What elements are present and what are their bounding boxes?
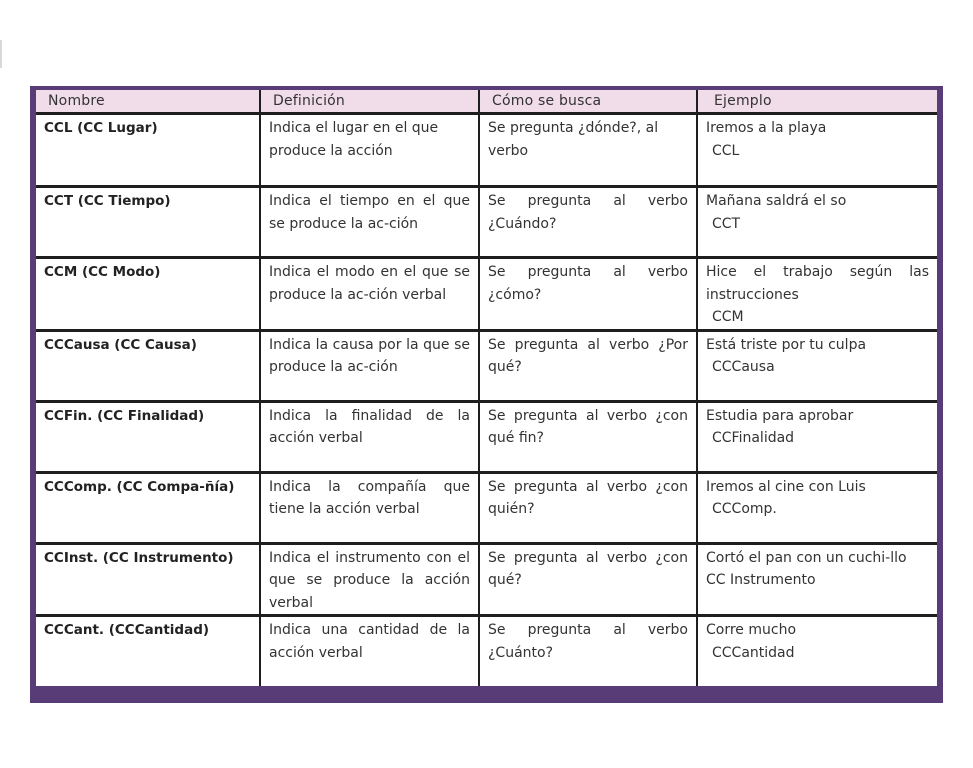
- cell-definicion: Indica la causa por la que se produce la…: [259, 328, 479, 401]
- table-row: CCM (CC Modo) Indica el modo en el que s…: [36, 256, 937, 330]
- ejemplo-tag: CCComp.: [712, 501, 777, 517]
- ejemplo-tag: CCT: [712, 215, 741, 232]
- table-row: CCL (CC Lugar) Indica el lugar en el que…: [36, 113, 937, 187]
- ejemplo-text: Iremos a la playa: [706, 120, 827, 136]
- cell-ejemplo: Iremos a la playa CCL: [696, 113, 937, 187]
- ejemplo-text: Estudia para aprobar: [706, 407, 854, 424]
- cell-ejemplo: Estudia para aprobar CCFinalidad: [696, 399, 937, 472]
- cell-definicion: Indica el lugar en el que produce la acc…: [259, 113, 479, 187]
- cell-ejemplo: Hice el trabajo según las instrucciones C…: [696, 256, 937, 330]
- cell-ejemplo: Está triste por tu culpa CCCausa: [696, 328, 937, 401]
- ejemplo-tag: CCM: [712, 309, 744, 325]
- header-nombre: Nombre: [36, 90, 260, 115]
- header-row: Nombre Definición Cómo se busca Ejemplo: [36, 90, 937, 115]
- header-definicion: Definición: [259, 90, 479, 115]
- table-row: CCComp. (CC Compa-ñía) Indica la compañí…: [36, 470, 937, 543]
- ejemplo-text: Hice el trabajo según las instrucciones: [706, 264, 929, 303]
- ejemplo-tag: CC Instrumento: [706, 572, 816, 588]
- cell-ejemplo: Iremos al cine con Luis CCComp.: [696, 470, 937, 543]
- ejemplo-tag: CCL: [712, 142, 740, 159]
- cell-busca: Se pregunta al verbo ¿con qué fin?: [478, 399, 697, 472]
- complementos-circunstanciales-table: Nombre Definición Cómo se busca Ejemplo …: [36, 90, 937, 686]
- cell-busca: Se pregunta ¿dónde?, al verbo: [478, 113, 697, 187]
- cell-nombre: CCInst. (CC Instrumento): [36, 541, 260, 616]
- table-row: CCCant. (CCCantidad) Indica una cantidad…: [36, 614, 937, 686]
- cell-nombre: CCCant. (CCCantidad): [36, 614, 260, 686]
- ejemplo-text: Mañana saldrá el so: [706, 193, 847, 209]
- header-como-se-busca: Cómo se busca: [478, 90, 697, 115]
- cell-definicion: Indica el tiempo en el que se produce la…: [259, 185, 479, 258]
- cell-busca: Se pregunta al verbo ¿con quién?: [478, 470, 697, 543]
- cell-busca: Se pregunta al verbo ¿con qué?: [478, 541, 697, 616]
- table-row: CCT (CC Tiempo) Indica el tiempo en el q…: [36, 185, 937, 258]
- page-edge-mark: [0, 40, 2, 68]
- table-row: CCCausa (CC Causa) Indica la causa por l…: [36, 328, 937, 401]
- cell-busca: Se pregunta al verbo ¿Cuándo?: [478, 185, 697, 258]
- cell-definicion: Indica el modo en el que se produce la a…: [259, 256, 479, 330]
- cell-definicion: Indica la compañía que tiene la acción v…: [259, 470, 479, 543]
- cell-busca: Se pregunta al verbo ¿Por qué?: [478, 328, 697, 401]
- cell-busca: Se pregunta al verbo ¿cómo?: [478, 256, 697, 330]
- cell-definicion: Indica una cantidad de la acción verbal: [259, 614, 479, 686]
- cell-ejemplo: Corre mucho CCCantidad: [696, 614, 937, 686]
- ejemplo-tag: CCFinalidad: [712, 430, 795, 446]
- cell-definicion: Indica la finalidad de la acción verbal: [259, 399, 479, 472]
- cell-nombre: CCL (CC Lugar): [44, 120, 158, 136]
- cell-nombre: CCComp. (CC Compa-ñía): [36, 470, 260, 543]
- header-ejemplo: Ejemplo: [696, 90, 937, 115]
- cell-nombre: CCFin. (CC Finalidad): [36, 399, 260, 472]
- ejemplo-tag: CCCausa: [712, 359, 775, 375]
- cell-nombre: CCM (CC Modo): [36, 256, 260, 330]
- table-row: CCFin. (CC Finalidad) Indica la finalida…: [36, 399, 937, 472]
- ejemplo-text: Iremos al cine con Luis: [706, 478, 866, 495]
- ejemplo-text: Cortó el pan con un cuchi-llo: [706, 549, 907, 566]
- ejemplo-tag: CCCantidad: [712, 644, 795, 661]
- table-row: CCInst. (CC Instrumento) Indica el instr…: [36, 541, 937, 616]
- ejemplo-text: Corre mucho: [706, 622, 797, 638]
- cell-ejemplo: Cortó el pan con un cuchi-llo CC Instrume…: [696, 541, 937, 616]
- ejemplo-text: Está triste por tu culpa: [706, 336, 867, 353]
- cell-nombre: CCCausa (CC Causa): [36, 328, 260, 401]
- cell-definicion: Indica el instrumento con el que se prod…: [259, 541, 479, 616]
- cell-busca: Se pregunta al verbo ¿Cuánto?: [478, 614, 697, 686]
- cell-nombre: CCT (CC Tiempo): [36, 185, 260, 258]
- cell-ejemplo: Mañana saldrá el so CCT: [696, 185, 937, 258]
